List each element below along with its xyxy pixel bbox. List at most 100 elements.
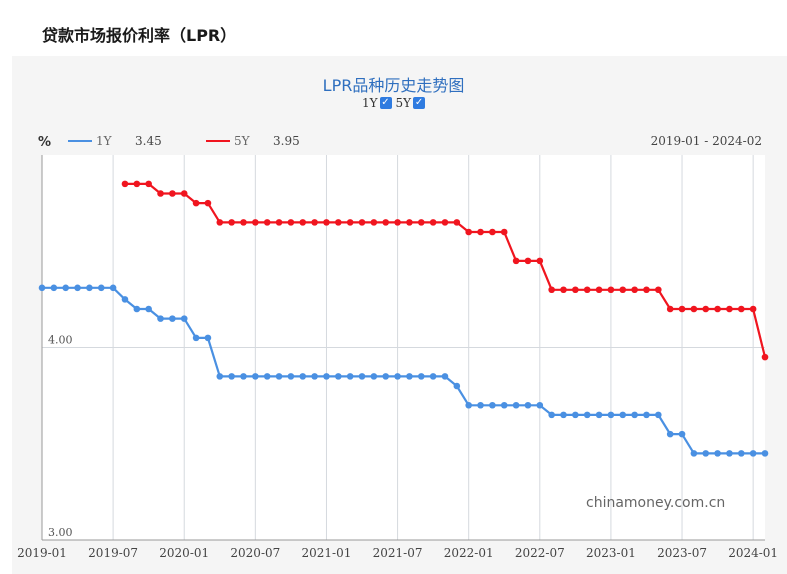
data-point-1y <box>500 401 508 409</box>
data-point-1y <box>358 373 366 380</box>
data-point-5y <box>655 286 662 294</box>
data-point-5y <box>572 286 579 294</box>
chart-title: LPR品种历史走势图 <box>322 76 465 95</box>
data-point-1y <box>595 411 603 419</box>
data-point-1y <box>109 284 117 292</box>
data-point-1y <box>62 284 70 292</box>
data-point-1y <box>121 296 129 303</box>
data-point-5y <box>275 219 283 226</box>
x-tick-label: 2023-01 <box>586 546 636 560</box>
data-point-5y <box>192 199 200 207</box>
data-point-1y <box>726 450 733 457</box>
data-point-1y <box>453 382 461 390</box>
data-point-5y <box>169 190 176 197</box>
data-point-1y <box>572 411 579 419</box>
data-point-1y <box>252 373 259 380</box>
data-point-1y <box>299 373 307 380</box>
checkbox-checked-icon[interactable]: ✓ <box>379 97 392 109</box>
data-point-1y <box>702 450 710 457</box>
y-tick-label: 3.00 <box>48 526 73 539</box>
data-point-5y <box>299 219 307 226</box>
data-point-5y <box>228 219 235 226</box>
data-point-1y <box>394 373 401 380</box>
data-point-1y <box>512 401 520 409</box>
data-point-1y <box>240 373 247 380</box>
data-point-5y <box>512 257 520 265</box>
data-point-1y <box>50 284 58 292</box>
data-point-5y <box>643 286 650 294</box>
data-point-1y <box>86 284 93 292</box>
data-point-1y <box>157 315 164 322</box>
data-point-5y <box>204 199 212 207</box>
data-point-5y <box>500 228 508 236</box>
data-point-1y <box>465 401 472 409</box>
data-point-5y <box>583 286 591 294</box>
data-point-5y <box>749 305 757 313</box>
legend-series-name: 5Y <box>234 134 251 148</box>
data-point-1y <box>560 411 567 419</box>
legend-latest-value: 3.95 <box>273 134 300 148</box>
y-tick-label: 4.00 <box>48 334 73 347</box>
data-point-1y <box>180 315 188 322</box>
data-point-1y <box>477 401 484 409</box>
data-point-1y <box>536 401 544 409</box>
data-point-1y <box>133 305 141 313</box>
data-point-1y <box>678 430 686 438</box>
x-tick-label: 2023-07 <box>657 546 707 560</box>
data-point-1y <box>655 411 662 419</box>
data-point-5y <box>358 219 366 226</box>
data-point-5y <box>619 286 627 294</box>
data-point-5y <box>441 219 449 226</box>
data-point-5y <box>666 305 674 313</box>
x-tick-label: 2021-01 <box>302 546 352 560</box>
data-point-5y <box>631 286 638 294</box>
data-point-5y <box>323 219 330 226</box>
data-point-5y <box>477 228 484 236</box>
data-point-1y <box>761 450 769 457</box>
data-point-1y <box>406 373 413 380</box>
data-point-1y <box>690 450 698 457</box>
toggle-5y[interactable]: 5Y ✓ <box>396 96 426 110</box>
data-point-1y <box>346 373 354 380</box>
data-point-5y <box>382 219 390 226</box>
data-point-5y <box>145 180 152 188</box>
data-point-5y <box>560 286 567 294</box>
x-tick-label: 2019-07 <box>88 546 138 560</box>
data-point-5y <box>714 305 721 313</box>
data-point-5y <box>335 219 342 226</box>
data-point-5y <box>453 219 461 226</box>
data-point-5y <box>465 228 472 236</box>
legend-latest-value: 3.45 <box>135 134 162 148</box>
data-point-1y <box>524 401 532 409</box>
data-point-5y <box>417 219 425 226</box>
data-point-5y <box>678 305 686 313</box>
checkbox-checked-icon[interactable]: ✓ <box>413 97 426 109</box>
toggle-1y[interactable]: 1Y ✓ <box>362 96 392 110</box>
data-point-5y <box>287 219 295 226</box>
watermark: chinamoney.com.cn <box>586 495 725 511</box>
data-point-5y <box>548 286 555 294</box>
data-point-5y <box>406 219 413 226</box>
x-tick-label: 2022-01 <box>444 546 494 560</box>
data-point-1y <box>97 284 105 292</box>
x-tick-label: 2024-01 <box>728 546 778 560</box>
data-point-5y <box>726 305 733 313</box>
data-point-1y <box>228 373 235 380</box>
data-point-5y <box>595 286 603 294</box>
data-point-1y <box>263 373 271 380</box>
data-point-5y <box>394 219 401 226</box>
data-point-1y <box>607 411 615 419</box>
data-point-1y <box>737 450 745 457</box>
data-point-1y <box>323 373 330 380</box>
data-point-5y <box>524 257 532 265</box>
data-point-1y <box>370 373 378 380</box>
toggle-5y-label: 5Y <box>395 96 412 110</box>
data-point-5y <box>240 219 247 226</box>
data-point-1y <box>548 411 555 419</box>
data-point-5y <box>607 286 615 294</box>
data-point-5y <box>761 353 769 361</box>
data-point-1y <box>311 373 318 380</box>
data-point-1y <box>382 373 390 380</box>
data-point-1y <box>643 411 650 419</box>
